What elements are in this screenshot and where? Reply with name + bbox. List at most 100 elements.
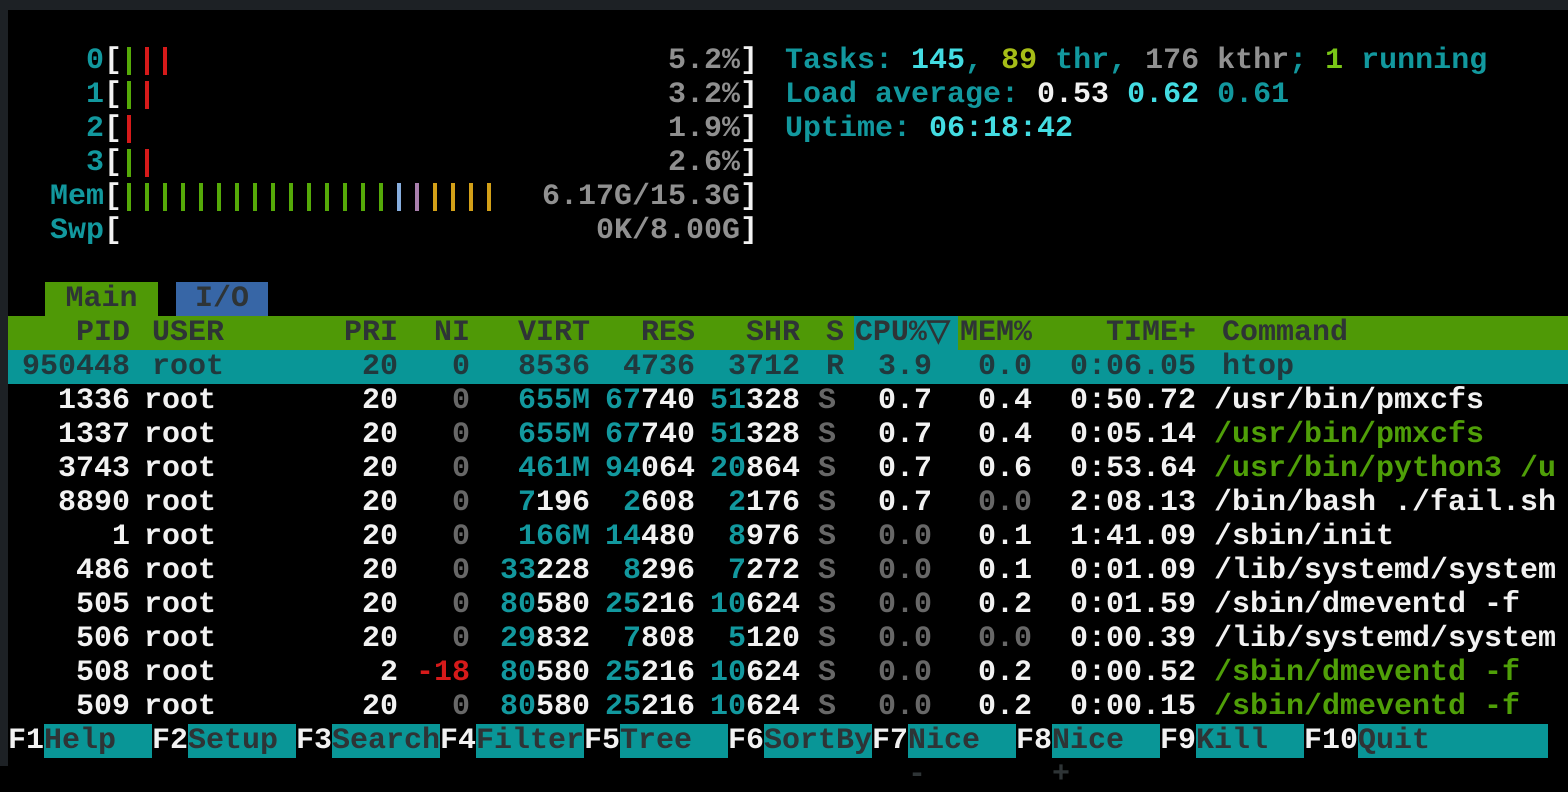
cell-user: root: [144, 656, 217, 690]
process-row-508[interactable]: 508 root 2 -18 80580 25216 10624 S 0.0 0.2 0:00.52…: [0, 656, 1568, 690]
process-row-1[interactable]: 1 root 20 0 166M 14480 8976 S 0.0 0.1 1:41.09/sbin…: [0, 520, 1568, 554]
cell-cpu: 0.7: [877, 486, 932, 520]
meter-close-bracket: ]: [740, 112, 759, 146]
cell-shr: 10624: [709, 588, 800, 622]
process-row-1337[interactable]: 1337 root 20 0 655M 67740 51328 S 0.7 0.4 0:05.14 /…: [0, 418, 1568, 452]
meter-value: 6.17G/15.3G: [541, 180, 740, 214]
column-header-time[interactable]: TIME+: [1105, 316, 1196, 350]
cell-res: 67740: [604, 384, 695, 418]
cell-virt: 8536: [517, 350, 590, 384]
meter-value: 5.2%: [667, 44, 740, 78]
cell-cmd: /sbin/init: [1214, 520, 1395, 554]
cell-cmd: /lib/systemd/system: [1214, 622, 1557, 656]
tab-io[interactable]: I/O: [176, 282, 268, 316]
cell-pid: 1: [111, 520, 130, 554]
load-average: Load average: 0.53 0.62 0.61: [785, 78, 1290, 112]
cell-mem: 0.0: [977, 350, 1032, 384]
cell-pri: 2: [379, 656, 398, 690]
cell-s: S: [818, 520, 837, 554]
meter-label: Mem: [49, 180, 104, 214]
process-row-3743[interactable]: 3743 root 20 0 461M 94064 20864 S 0.7 0.6 0:53.64 /…: [0, 452, 1568, 486]
column-header-pid[interactable]: PID: [75, 316, 130, 350]
cell-time: 0:00.52: [1069, 656, 1196, 690]
meter-close-bracket: ]: [740, 44, 759, 78]
cell-res: 14480: [604, 520, 695, 554]
cell-cpu: 3.9: [877, 350, 932, 384]
cell-virt: 29832: [499, 622, 590, 656]
meter-bar: [325, 183, 329, 211]
cell-s: S: [818, 452, 837, 486]
cell-res: 7808: [622, 622, 695, 656]
column-header-mem[interactable]: MEM%: [959, 316, 1032, 350]
cell-ni: 0: [451, 384, 470, 418]
cell-cmd: /usr/bin/python3 /u: [1214, 452, 1557, 486]
column-header-s[interactable]: S: [826, 316, 845, 350]
cell-time: 0:00.15: [1069, 690, 1196, 724]
cell-time: 0:50.72: [1069, 384, 1196, 418]
meter-close-bracket: ]: [740, 146, 759, 180]
cell-cmd: htop: [1222, 350, 1295, 384]
fkey-key-label: F6: [728, 724, 765, 758]
meter-bar: [127, 47, 131, 75]
cell-mem: 0.2: [977, 656, 1032, 690]
meter-bar: [235, 183, 239, 211]
cell-mem: 0.2: [977, 690, 1032, 724]
fkey-key-label: F9: [1160, 724, 1197, 758]
cell-virt: 655M: [517, 418, 590, 452]
process-row-8890[interactable]: 8890 root 20 0 7196 2608 2176 S 0.7 0.0 2:08.13/bi…: [0, 486, 1568, 520]
cell-s: S: [818, 588, 837, 622]
meter-label: 2: [85, 112, 104, 146]
meter-bar: [127, 149, 131, 177]
process-row-950448[interactable]: 950448 root 20 0 8536 4736 3712 R 3.9 0.0 0:06.05 h…: [8, 350, 1568, 384]
fkey-action-label: Nice -: [908, 724, 1016, 792]
cell-ni: 0: [451, 520, 470, 554]
cell-shr: 3712: [727, 350, 800, 384]
process-row-486[interactable]: 486 root 20 0 33228 8296 7272 S 0.0 0.1 0:01.09/li…: [0, 554, 1568, 588]
column-header-ni[interactable]: NI: [433, 316, 470, 350]
terminal-frame-top: [0, 0, 1568, 10]
cell-mem: 0.6: [977, 452, 1032, 486]
column-header-pri[interactable]: PRI: [343, 316, 398, 350]
meter-value: 1.9%: [667, 112, 740, 146]
cell-user: root: [144, 486, 217, 520]
cell-ni: 0: [451, 418, 470, 452]
cell-ni: 0: [451, 554, 470, 588]
cell-s: S: [818, 690, 837, 724]
process-row-506[interactable]: 506 root 20 0 29832 7808 5120 S 0.0 0.0 0:00.39/li…: [0, 622, 1568, 656]
fkey-action-label: Nice +: [1052, 724, 1160, 792]
process-row-505[interactable]: 505 root 20 0 80580 25216 10624 S 0.0 0.2 0:01.59 /…: [0, 588, 1568, 622]
column-header-shr[interactable]: SHR: [745, 316, 800, 350]
column-header-user[interactable]: USER: [152, 316, 225, 350]
meter-bar: [271, 183, 275, 211]
meter-bar: [415, 183, 419, 211]
cell-cmd: /sbin/dmeventd -f: [1214, 588, 1521, 622]
cell-virt: 655M: [517, 384, 590, 418]
cell-user: root: [152, 350, 225, 384]
meter-bar: [343, 183, 347, 211]
column-header-cpu[interactable]: CPU%▽: [854, 316, 950, 350]
meter-bar: [217, 183, 221, 211]
cell-mem: 0.0: [977, 486, 1032, 520]
meter-value: 0K/8.00G: [595, 214, 740, 248]
uptime: Uptime: 06:18:42: [785, 112, 1074, 146]
cell-s: S: [818, 554, 837, 588]
cell-pid: 8890: [57, 486, 130, 520]
meter-bar: [397, 183, 401, 211]
meter-bar: [289, 183, 293, 211]
cell-virt: 80580: [499, 656, 590, 690]
cell-time: 0:06.05: [1069, 350, 1196, 384]
fkey-action-label: Help: [44, 724, 152, 758]
cell-mem: 0.4: [977, 418, 1032, 452]
cell-cmd: /usr/bin/pmxcfs: [1214, 418, 1485, 452]
cell-cpu: 0.0: [877, 690, 932, 724]
cell-time: 1:41.09: [1069, 520, 1196, 554]
column-header-virt[interactable]: VIRT: [517, 316, 590, 350]
fkey-action-label: Kill: [1196, 724, 1304, 758]
cell-user: root: [144, 452, 217, 486]
process-row-1336[interactable]: 1336 root 20 0 655M 67740 51328 S 0.7 0.4 0:50.72 /…: [0, 384, 1568, 418]
cell-cpu: 0.7: [877, 418, 932, 452]
process-row-509[interactable]: 509 root 20 0 80580 25216 10624 S 0.0 0.2 0:00.15 /…: [0, 690, 1568, 724]
column-header-cmd[interactable]: Command: [1222, 316, 1349, 350]
tab-main[interactable]: Main: [45, 282, 158, 316]
column-header-res[interactable]: RES: [640, 316, 695, 350]
